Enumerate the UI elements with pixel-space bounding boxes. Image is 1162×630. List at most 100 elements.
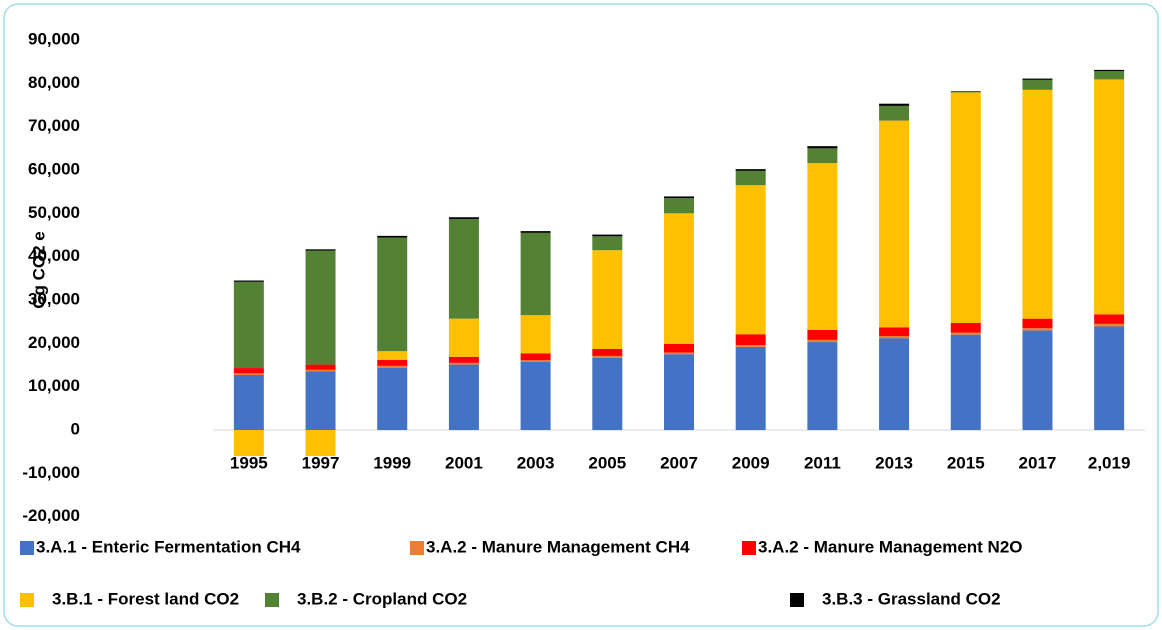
legend-label: 3.B.2 - Cropland CO2 [297, 589, 467, 608]
bar-segment [664, 213, 694, 344]
bar-segment [592, 250, 623, 349]
x-tick-label: 2005 [588, 454, 626, 473]
x-tick-label: 2001 [445, 454, 483, 473]
bar-segment [377, 237, 408, 352]
bar-segment [1094, 69, 1125, 72]
y-tick-label: 60,000 [28, 159, 80, 178]
bar-segment [807, 148, 838, 164]
bar-segment [664, 343, 694, 353]
bar-segment [879, 120, 910, 328]
y-tick-label: 70,000 [28, 116, 80, 135]
bar-segment [664, 354, 694, 431]
legend-swatch [790, 593, 804, 607]
legend-swatch [410, 541, 424, 555]
y-tick-label: 20,000 [28, 333, 80, 352]
bar-segment [807, 342, 838, 431]
bar-segment [233, 280, 264, 282]
bar-segment [1022, 89, 1053, 319]
bar-segment [377, 351, 408, 360]
legend-swatch [20, 593, 34, 607]
x-tick-label: 2007 [660, 454, 698, 473]
bar-segment [1022, 79, 1053, 90]
bar-segment [520, 360, 551, 362]
bar-segment [879, 338, 910, 431]
bar-segment [233, 373, 264, 375]
bar-segment [520, 353, 551, 361]
bar-segment [807, 163, 838, 330]
x-tick-label: 1999 [373, 454, 411, 473]
bar-segment [1022, 328, 1053, 331]
bar-segment [735, 345, 766, 347]
legend-label: 3.B.3 - Grassland CO2 [822, 589, 1001, 608]
bar-segment [1094, 71, 1125, 80]
bar-segment [520, 315, 551, 354]
bar-segment [807, 339, 838, 343]
bar-segment [879, 103, 910, 106]
bar-segment [664, 352, 694, 355]
bar-segment [950, 334, 981, 431]
x-tick-label: 2,019 [1088, 454, 1131, 473]
bar-segment [1094, 323, 1125, 327]
bar-segment [305, 250, 336, 365]
y-tick-label: 50,000 [28, 203, 80, 222]
legend-label: 3.A.2 - Manure Management N2O [758, 537, 1023, 556]
bar-segment [305, 371, 336, 431]
bar-segment [1022, 318, 1053, 329]
bar-segment [233, 374, 264, 431]
bar-segment [664, 198, 694, 214]
bar-segment [735, 346, 766, 431]
bar-segment [1094, 314, 1125, 324]
bar-segment [879, 327, 910, 336]
legend-label: 3.B.1 - Forest land CO2 [52, 589, 239, 608]
bar-segment [735, 334, 766, 346]
y-tick-label: 40,000 [28, 246, 80, 265]
bar-segment [305, 364, 336, 370]
bar-segment [950, 322, 981, 333]
legend-label: 3.A.2 - Manure Management CH4 [426, 537, 690, 556]
bar-segment [448, 356, 479, 363]
bar-segment [592, 348, 623, 356]
bar-segment [664, 196, 694, 199]
y-axis-label: Gg CO2 e [29, 231, 48, 308]
bar-segment [520, 361, 551, 431]
bar-segment [377, 367, 408, 431]
y-tick-label: -20,000 [22, 506, 80, 525]
bar-segment [735, 169, 766, 171]
bar-segment [377, 235, 408, 238]
bar-segment [950, 92, 981, 323]
bar-segment [305, 369, 336, 372]
bar-segment [305, 249, 336, 251]
bar-segment [879, 335, 910, 339]
bar-segment [377, 365, 408, 368]
bar-segment [448, 218, 479, 319]
legend-swatch [265, 593, 279, 607]
frame [3, 3, 1159, 627]
bar-segment [377, 359, 408, 366]
x-tick-label: 2011 [804, 454, 841, 473]
bar-segment [520, 232, 551, 316]
bar-segment [950, 332, 981, 335]
bar-segment [520, 231, 551, 233]
bar-segment [448, 362, 479, 365]
bar-segment [592, 357, 623, 431]
bar-segment [1022, 78, 1053, 80]
x-tick-label: 1995 [230, 454, 268, 473]
legend-label: 3.A.1 - Enteric Fermentation CH4 [36, 537, 301, 556]
bar-segment [448, 318, 479, 357]
bar-segment [807, 329, 838, 340]
x-tick-label: 2013 [875, 454, 913, 473]
bar-segment [879, 105, 910, 121]
bar-segment [592, 234, 623, 237]
legend-swatch [742, 541, 756, 555]
bar-segment [1094, 326, 1125, 431]
x-tick-label: 2009 [732, 454, 770, 473]
y-tick-label: 90,000 [28, 29, 80, 48]
bar-segment [233, 281, 264, 369]
x-tick-label: 2003 [517, 454, 555, 473]
bar-segment [448, 364, 479, 431]
bar-segment [735, 170, 766, 186]
y-tick-label: 80,000 [28, 73, 80, 92]
bar-segment [592, 355, 623, 358]
bar-segment [735, 185, 766, 335]
y-tick-label: 30,000 [28, 290, 80, 309]
